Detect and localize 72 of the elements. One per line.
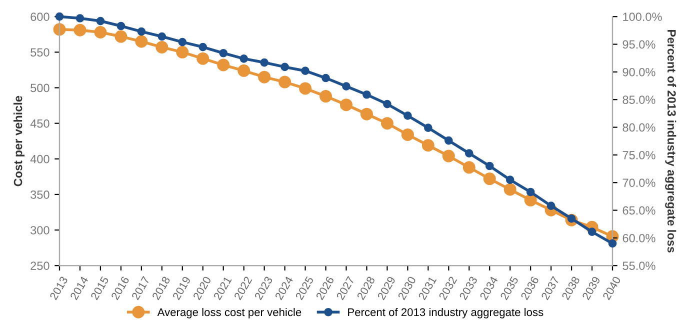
point [360,108,373,120]
point [380,117,394,130]
y2-tick-label: 90.0% [622,68,656,76]
point [362,90,371,99]
point [320,90,332,103]
point [299,82,312,95]
point [301,66,310,75]
point [96,16,105,26]
point [55,12,64,21]
point [383,100,392,108]
point [196,52,210,65]
point [198,42,208,52]
y-axis-title: Cost per vehicle [14,96,25,186]
y2-tick-label: 85.0% [622,96,656,104]
y2-tick-label: 100.0% [623,12,662,21]
y-tick-label: 500 [30,84,50,92]
y-tick-label: 450 [30,119,50,128]
point [401,128,414,141]
y2-tick-label: 65.0% [622,206,656,215]
point [260,58,268,67]
y2-axis-title: Percent of 2013 industry aggregate loss [665,30,676,252]
point [219,48,228,58]
point [444,136,453,145]
legend-label: Percent of 2013 industry aggregate loss [348,308,544,318]
point [485,162,494,170]
point [156,40,168,54]
point [158,32,166,41]
point [322,74,330,82]
point [280,62,289,72]
point [94,26,107,38]
point [217,58,230,72]
point [178,38,187,46]
point [258,70,271,84]
point [404,111,412,120]
point [462,161,476,174]
point [506,176,514,184]
point [504,183,516,196]
y2-tick-label: 75.0% [622,150,656,160]
y-tick-label: 400 [30,154,50,164]
y2-tick-label: 55.0% [622,262,656,270]
point [135,35,148,48]
point [137,27,146,36]
point [422,139,434,152]
point [524,194,537,206]
point [342,82,350,90]
point [526,188,535,196]
y-tick-label: 600 [30,12,50,21]
y-tick-label: 300 [30,226,50,234]
legend-label: Average loss cost per vehicle [157,308,302,318]
y-tick-label: 350 [30,190,50,199]
point [608,239,617,248]
point [238,64,250,77]
point [278,76,292,88]
y2-tick-label: 95.0% [622,40,656,49]
point [464,149,474,158]
y-tick-label: 550 [30,48,50,57]
y2-tick-label: 60.0% [622,234,656,242]
y2-tick-label: 80.0% [622,123,656,132]
point [442,150,455,162]
point [114,30,128,43]
point [176,46,189,58]
point [546,202,556,210]
y2-tick-label: 70.0% [622,178,656,187]
point [340,98,352,112]
point [116,22,126,30]
point [588,228,596,236]
point [483,172,496,186]
point [74,24,86,36]
point [424,124,432,132]
point [240,54,248,63]
y-tick-label: 250 [30,262,50,270]
point [76,14,84,22]
